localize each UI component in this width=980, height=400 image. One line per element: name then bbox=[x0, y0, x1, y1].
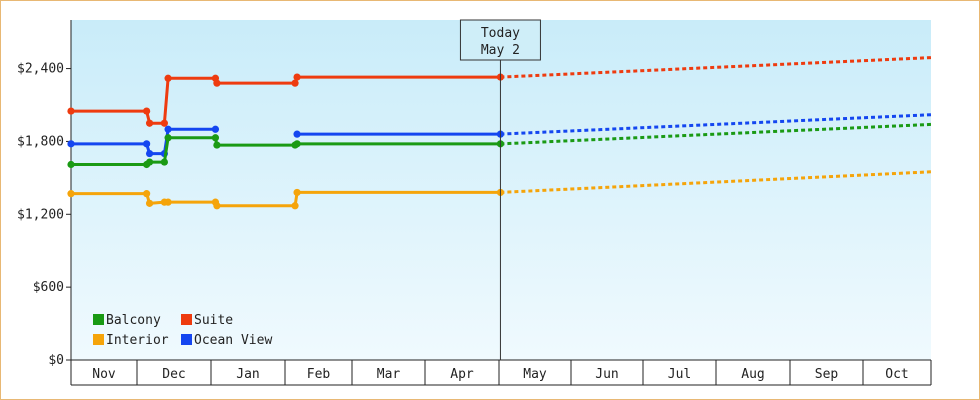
balcony-point bbox=[145, 158, 154, 166]
legend-label-balcony: Balcony bbox=[106, 313, 161, 328]
y-tick-label: $600 bbox=[33, 280, 64, 295]
legend: Balcony Suite Interior Ocean View bbox=[93, 313, 272, 348]
legend-label-ocean-view: Ocean View bbox=[194, 333, 272, 348]
x-axis: Nov Dec Jan Feb Mar Apr May Jun Jul Aug Sep Oct bbox=[70, 359, 932, 386]
month-label: Dec bbox=[162, 367, 185, 382]
balcony-point bbox=[160, 158, 168, 166]
balcony-point bbox=[164, 134, 172, 142]
y-tick-label: $0 bbox=[48, 353, 64, 368]
ocean-view-point bbox=[67, 140, 75, 148]
interior-point bbox=[164, 198, 172, 206]
balcony-point bbox=[293, 140, 301, 148]
suite-point bbox=[67, 107, 75, 115]
month-label: Aug bbox=[741, 367, 764, 382]
suite-point bbox=[291, 79, 299, 87]
ocean-view-point bbox=[164, 125, 172, 133]
y-tick-label: $1,800 bbox=[17, 134, 64, 149]
suite-forecast-line bbox=[500, 56, 932, 79]
interior-forecast-line bbox=[500, 170, 932, 194]
month-label: Jun bbox=[595, 367, 618, 382]
interior-line bbox=[71, 190, 501, 208]
balcony-forecast-line bbox=[500, 122, 932, 146]
interior-point bbox=[213, 202, 221, 210]
month-label: Feb bbox=[307, 367, 331, 382]
today-date: May 2 bbox=[481, 43, 520, 58]
month-label: Sep bbox=[815, 367, 839, 382]
balcony-point bbox=[211, 134, 220, 142]
y-tick-label: $2,400 bbox=[17, 62, 64, 77]
ocean-view-point bbox=[143, 140, 151, 148]
month-label: Jan bbox=[236, 367, 259, 382]
suite-point bbox=[213, 79, 221, 87]
ocean-view-point bbox=[145, 149, 154, 158]
today-marker: Today May 2 bbox=[459, 19, 541, 360]
y-tick-label: $1,200 bbox=[17, 207, 64, 222]
balcony-point bbox=[67, 160, 75, 169]
balcony-point bbox=[213, 141, 221, 149]
ocean-view-forecast-line bbox=[500, 113, 932, 136]
interior-point bbox=[293, 188, 301, 197]
month-label: Nov bbox=[92, 367, 116, 382]
legend-swatch-balcony bbox=[93, 314, 104, 325]
suite-point bbox=[293, 73, 301, 81]
series-lines bbox=[67, 56, 932, 210]
suite-point bbox=[164, 74, 172, 82]
legend-swatch-ocean-view bbox=[181, 334, 192, 345]
ocean-view-point bbox=[211, 125, 220, 133]
ocean-view-point bbox=[293, 130, 301, 138]
today-label: Today bbox=[481, 26, 520, 41]
interior-point bbox=[145, 199, 154, 207]
interior-point bbox=[143, 190, 151, 198]
month-label: Jul bbox=[668, 367, 691, 382]
today-box bbox=[459, 19, 541, 61]
month-label: Oct bbox=[885, 367, 908, 382]
legend-swatch-suite bbox=[181, 314, 192, 325]
month-label: Apr bbox=[450, 367, 474, 382]
ocean-view-line bbox=[71, 127, 216, 156]
suite-point bbox=[160, 119, 168, 127]
suite-point bbox=[143, 107, 151, 115]
interior-point bbox=[291, 202, 299, 210]
y-axis: $0 $600 $1,200 $1,800 $2,400 bbox=[17, 20, 72, 368]
month-label: May bbox=[523, 367, 547, 382]
month-label: Mar bbox=[377, 367, 401, 382]
legend-label-interior: Interior bbox=[106, 333, 169, 348]
interior-point bbox=[67, 190, 75, 198]
legend-label-suite: Suite bbox=[194, 313, 233, 328]
suite-point bbox=[145, 119, 154, 127]
legend-swatch-interior bbox=[93, 334, 104, 345]
